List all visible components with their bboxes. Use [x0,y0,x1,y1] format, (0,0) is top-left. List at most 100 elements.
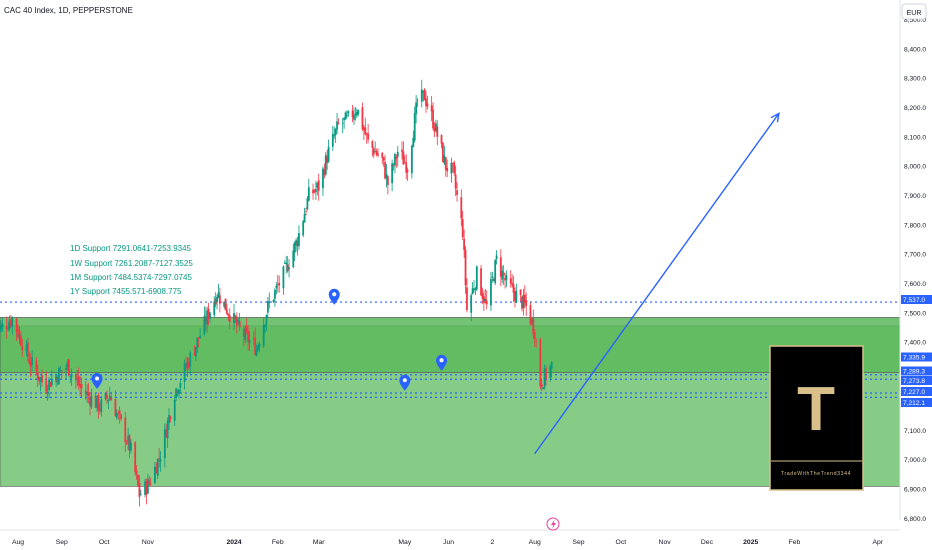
candle-body [97,395,100,411]
price-tag-label: 7,273.8 [903,378,925,385]
candle-body [364,127,367,135]
candle-body [423,89,426,101]
candle-body [238,321,241,328]
candle-body [207,308,210,320]
candle-body [521,296,523,309]
candle-body [26,342,29,358]
price-tick-label: 8,200.0 [904,105,926,112]
location-pin-icon[interactable] [91,372,103,389]
candle-body [209,312,211,319]
candle-body [199,335,202,338]
candle-body [50,379,53,386]
candle-body [59,369,62,371]
candle-body [21,346,24,351]
time-tick-label: May [398,539,411,546]
candle-body [519,289,522,296]
candle-body [235,318,238,326]
support-label-1w: 1W Support 7261.2087-7127.3525 [70,259,193,268]
candle-body [353,115,355,120]
pin-shape [328,288,340,305]
candle-body [247,330,250,343]
candle-body [145,482,148,495]
time-tick-label: Oct [616,539,627,546]
candle-body [117,412,120,414]
candle-body [248,339,251,344]
candle-body [224,298,227,311]
location-pin-icon[interactable] [328,288,340,305]
price-tick-label: 7,600.0 [904,281,926,288]
candle-body [391,163,394,184]
candle-body [118,410,121,414]
candle-body [274,289,276,299]
candle-body [106,394,108,399]
candle-body [193,353,196,356]
candle-body [416,100,419,102]
candle-body [197,337,200,340]
candle-body [292,250,295,268]
candle-body [115,412,118,418]
candle-body [257,345,259,351]
candle-body [183,363,186,382]
candle-body [313,190,316,192]
candle-body [327,146,330,162]
price-tag-label: 7,289.3 [903,369,925,376]
candle-body [440,135,443,144]
price-tag [901,352,932,362]
candle-body [430,105,433,112]
currency-button[interactable]: EUR [901,3,927,20]
price-tick-label: 7,500.0 [904,310,926,317]
candle-body [450,162,453,174]
candle-body [334,129,337,136]
candle-body [120,414,122,420]
candle-body [346,114,348,116]
time-tick-label: 2025 [743,539,758,546]
candle-body [69,375,72,377]
location-pin-icon[interactable] [399,374,411,391]
candle-body [268,301,271,304]
candle-body [377,153,379,156]
candle-body [135,470,138,475]
logo-caption: TradeWithTheTrend3344 [781,471,851,477]
candle-body [543,368,546,388]
candle-body [56,376,59,383]
candle-body [454,174,457,189]
location-pin-icon[interactable] [436,354,448,371]
candle-body [67,359,70,376]
candle-body [176,390,179,394]
projection-arrow-line[interactable] [534,112,780,455]
time-tick-label: Oct [99,539,110,546]
price-tick-label: 8,300.0 [904,76,926,83]
chart-title: CAC 40 Index, 1D, PEPPERSTONE [4,6,133,15]
candle-body [312,189,314,194]
candle-body [323,169,326,175]
candle-body [46,392,49,394]
candle-body [499,257,502,277]
candle-body [505,275,508,280]
candle-body [36,371,39,380]
candle-body [403,162,406,163]
time-tick-label: Aug [12,539,24,546]
candle-body [213,301,216,316]
candle-body [283,262,286,264]
logo-letter: T [797,375,835,444]
candle-body [303,213,306,223]
candle-body [175,388,178,398]
candle-body [509,278,512,284]
candle-body [94,395,97,409]
candle-body [25,344,28,352]
candle-body [234,315,237,320]
candle-body [278,282,281,286]
candle-body [451,162,454,164]
candle-body [549,366,552,379]
candle-body [18,333,21,338]
pin-shape [436,354,448,371]
candle-body [84,390,87,395]
candle-body [104,393,107,399]
candle-body [463,238,466,250]
candle-body [285,262,288,265]
event-lightning-icon[interactable] [546,517,560,531]
price-tag [901,295,932,304]
candle-body [442,143,444,162]
candle-body [302,221,305,236]
